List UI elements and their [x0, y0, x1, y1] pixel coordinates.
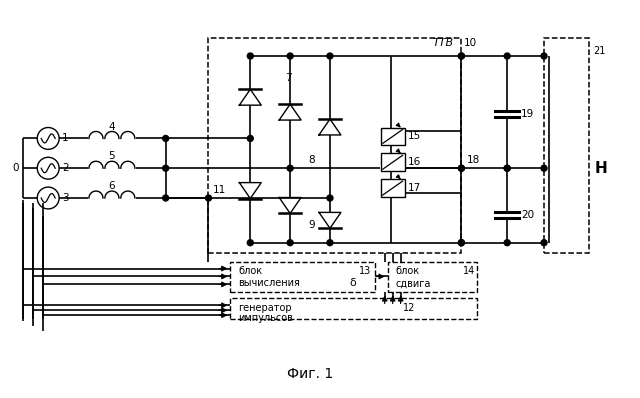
- Circle shape: [541, 240, 547, 246]
- Circle shape: [247, 53, 253, 59]
- Circle shape: [458, 240, 465, 246]
- Text: 4: 4: [109, 121, 115, 131]
- Circle shape: [327, 53, 333, 59]
- Text: 1: 1: [62, 133, 68, 143]
- Text: 12: 12: [403, 303, 415, 313]
- Circle shape: [247, 240, 253, 246]
- Circle shape: [327, 240, 333, 246]
- Text: Фиг. 1: Фиг. 1: [287, 367, 333, 381]
- Text: сдвига: сдвига: [396, 279, 431, 289]
- Text: 11: 11: [212, 185, 226, 195]
- Text: 7: 7: [285, 73, 292, 83]
- Circle shape: [541, 53, 547, 59]
- Text: 10: 10: [463, 38, 477, 48]
- Circle shape: [504, 165, 510, 171]
- Bar: [381, 127, 404, 145]
- Text: 8: 8: [308, 155, 315, 165]
- Circle shape: [163, 195, 169, 201]
- Text: 3: 3: [62, 193, 68, 203]
- Text: δ: δ: [350, 279, 356, 289]
- Circle shape: [504, 53, 510, 59]
- Text: 19: 19: [521, 109, 534, 119]
- Text: 20: 20: [521, 210, 534, 220]
- Circle shape: [504, 240, 510, 246]
- Text: Н: Н: [595, 161, 607, 176]
- Circle shape: [458, 53, 465, 59]
- Bar: [381, 179, 404, 197]
- Circle shape: [163, 165, 169, 171]
- Text: 9: 9: [308, 220, 315, 230]
- Circle shape: [327, 195, 333, 201]
- Text: вычисления: вычисления: [238, 279, 300, 289]
- Circle shape: [247, 135, 253, 141]
- Text: 17: 17: [408, 183, 421, 193]
- Circle shape: [458, 165, 465, 171]
- Circle shape: [205, 195, 211, 201]
- Text: 18: 18: [467, 155, 479, 165]
- Circle shape: [541, 165, 547, 171]
- Text: 5: 5: [109, 151, 115, 161]
- Text: 13: 13: [359, 267, 371, 277]
- Text: генератор: генератор: [238, 303, 292, 313]
- Circle shape: [287, 53, 293, 59]
- Text: 0: 0: [13, 163, 19, 173]
- Circle shape: [458, 240, 465, 246]
- Text: блок: блок: [238, 267, 262, 277]
- Text: 15: 15: [408, 131, 421, 141]
- Text: 21: 21: [593, 46, 605, 56]
- Text: блок: блок: [396, 267, 420, 277]
- Circle shape: [163, 135, 169, 141]
- Text: ТТВ: ТТВ: [432, 38, 453, 48]
- Text: 16: 16: [408, 157, 421, 167]
- Text: 6: 6: [109, 181, 115, 191]
- Bar: [381, 153, 404, 171]
- Text: импульсов: импульсов: [238, 313, 293, 323]
- Circle shape: [504, 165, 510, 171]
- Circle shape: [458, 165, 465, 171]
- Text: 14: 14: [463, 267, 476, 277]
- Text: 2: 2: [62, 163, 68, 173]
- Circle shape: [287, 165, 293, 171]
- Circle shape: [287, 240, 293, 246]
- Circle shape: [458, 53, 465, 59]
